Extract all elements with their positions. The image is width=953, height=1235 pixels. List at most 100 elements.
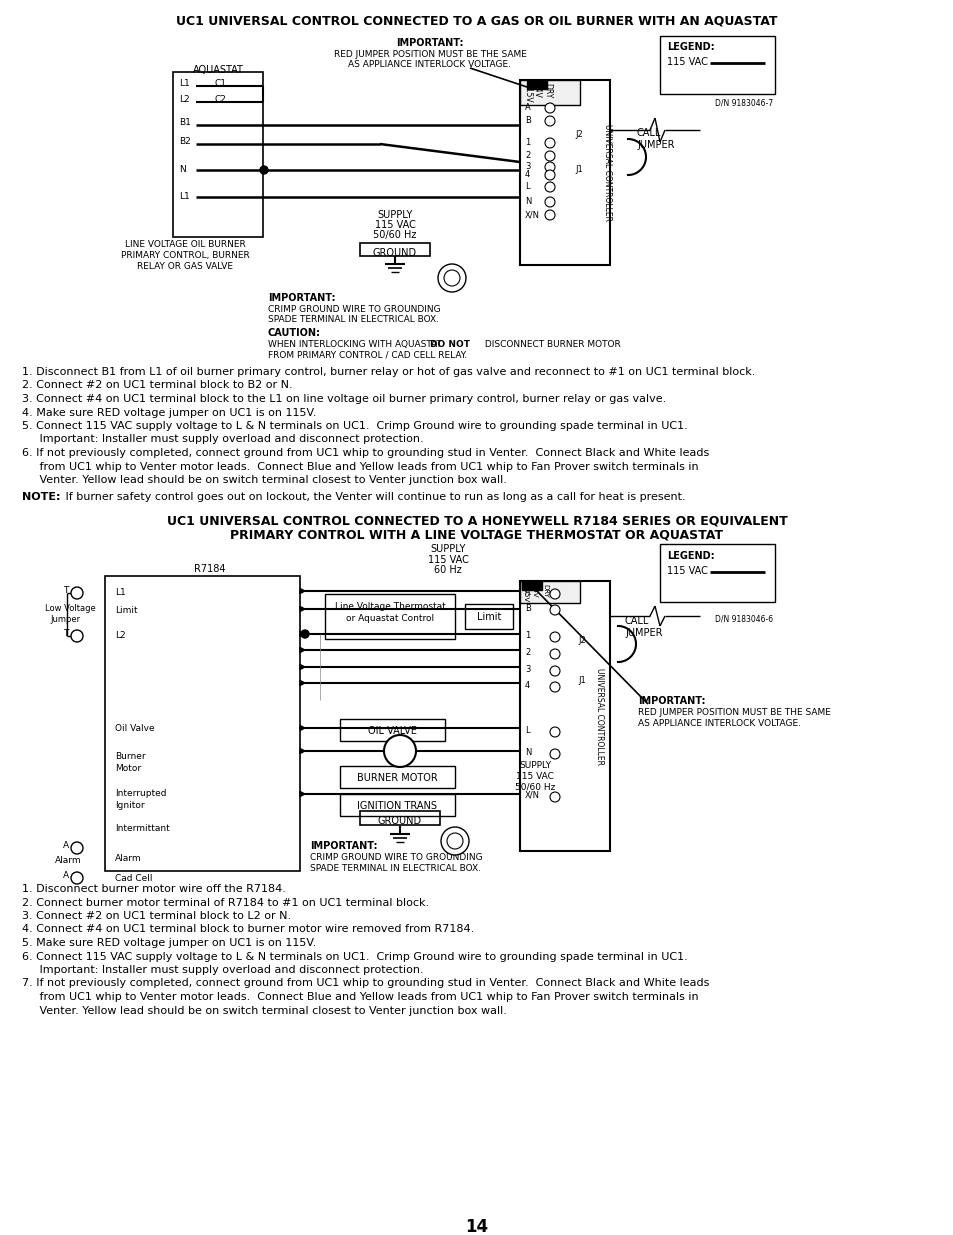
Text: Low Voltage: Low Voltage: [45, 604, 95, 613]
Polygon shape: [299, 647, 305, 652]
Text: 3: 3: [524, 664, 530, 674]
Text: SUPPLY: SUPPLY: [430, 543, 465, 555]
Text: 2: 2: [524, 151, 530, 161]
Text: OIL VALVE: OIL VALVE: [367, 726, 416, 736]
Text: Motor: Motor: [115, 764, 141, 773]
Text: Cad Cell: Cad Cell: [115, 874, 152, 883]
Bar: [659, 543, 774, 601]
Text: LINE VOLTAGE OIL BURNER: LINE VOLTAGE OIL BURNER: [125, 240, 245, 249]
Text: NOTE:: NOTE:: [22, 493, 60, 503]
Text: AS APPLIANCE INTERLOCK VOLTAGE.: AS APPLIANCE INTERLOCK VOLTAGE.: [638, 719, 801, 727]
Circle shape: [443, 270, 459, 287]
Text: Line Voltage Thermostat: Line Voltage Thermostat: [335, 601, 445, 611]
Text: D/N 9183046-7: D/N 9183046-7: [714, 98, 772, 107]
Circle shape: [550, 748, 559, 760]
Text: 115 VAC: 115 VAC: [666, 566, 707, 576]
Text: 1. Disconnect B1 from L1 of oil burner primary control, burner relay or hot of g: 1. Disconnect B1 from L1 of oil burner p…: [22, 367, 755, 377]
Text: CALL: CALL: [637, 128, 660, 138]
Text: Oil Valve: Oil Valve: [115, 724, 154, 734]
Polygon shape: [299, 664, 305, 669]
Circle shape: [544, 116, 555, 126]
Text: L1: L1: [115, 588, 126, 597]
Text: RELAY OR GAS VALVE: RELAY OR GAS VALVE: [137, 262, 233, 270]
Text: 50/60 Hz: 50/60 Hz: [515, 783, 555, 792]
Circle shape: [71, 630, 83, 642]
Bar: [172, 72, 263, 237]
Text: AQUASTAT: AQUASTAT: [193, 65, 243, 75]
Text: JUMPER: JUMPER: [624, 629, 661, 638]
Bar: [325, 594, 455, 638]
Text: 5. Make sure RED voltage jumper on UC1 is on 115V.: 5. Make sure RED voltage jumper on UC1 i…: [22, 939, 315, 948]
Text: CRIMP GROUND WIRE TO GROUNDING: CRIMP GROUND WIRE TO GROUNDING: [310, 853, 482, 862]
Text: A: A: [63, 841, 69, 850]
Text: 1: 1: [524, 631, 530, 640]
Text: GROUND: GROUND: [373, 248, 416, 258]
Polygon shape: [299, 792, 305, 797]
Text: J2: J2: [575, 130, 582, 140]
Text: Jumper: Jumper: [50, 615, 80, 624]
Text: LEGEND:: LEGEND:: [666, 42, 714, 52]
Text: DRY: DRY: [541, 584, 547, 598]
Text: 5. Connect 115 VAC supply voltage to L & N terminals on UC1.  Crimp Ground wire : 5. Connect 115 VAC supply voltage to L &…: [22, 421, 687, 431]
Circle shape: [301, 630, 309, 638]
Polygon shape: [299, 589, 305, 594]
Circle shape: [544, 151, 555, 161]
Text: GROUND: GROUND: [377, 816, 421, 826]
Text: L1: L1: [179, 79, 190, 88]
Polygon shape: [299, 748, 305, 753]
Text: B: B: [524, 116, 530, 125]
Bar: [359, 811, 439, 825]
Circle shape: [447, 832, 462, 848]
Text: 4. Connect #4 on UC1 terminal block to burner motor wire removed from R7184.: 4. Connect #4 on UC1 terminal block to b…: [22, 925, 474, 935]
Text: Burner: Burner: [115, 752, 146, 761]
Circle shape: [260, 165, 268, 174]
Circle shape: [544, 210, 555, 220]
Text: 60 Hz: 60 Hz: [434, 564, 461, 576]
Text: 2. Connect #2 on UC1 terminal block to B2 or N.: 2. Connect #2 on UC1 terminal block to B…: [22, 380, 293, 390]
Text: Important: Installer must supply overload and disconnect protection.: Important: Installer must supply overloa…: [22, 965, 423, 974]
Text: Venter. Yellow lead should be on switch terminal closest to Venter junction box : Venter. Yellow lead should be on switch …: [22, 475, 506, 485]
Text: UC1 UNIVERSAL CONTROL CONNECTED TO A GAS OR OIL BURNER WITH AN AQUASTAT: UC1 UNIVERSAL CONTROL CONNECTED TO A GAS…: [176, 15, 777, 28]
Polygon shape: [299, 631, 305, 636]
Text: 2: 2: [524, 648, 530, 657]
Text: If burner safety control goes out on lockout, the Venter will continue to run as: If burner safety control goes out on loc…: [62, 493, 685, 503]
Circle shape: [544, 103, 555, 112]
Text: RED JUMPER POSITION MUST BE THE SAME: RED JUMPER POSITION MUST BE THE SAME: [334, 49, 526, 59]
Text: 115 VAC: 115 VAC: [666, 57, 707, 67]
Text: L: L: [524, 182, 529, 191]
Circle shape: [384, 735, 416, 767]
Text: B1: B1: [179, 119, 191, 127]
Text: Limit: Limit: [476, 613, 500, 622]
Text: Venter. Yellow lead should be on switch terminal closest to Venter junction box : Venter. Yellow lead should be on switch …: [22, 1005, 506, 1015]
Text: CALL: CALL: [624, 616, 649, 626]
Text: 115V: 115V: [521, 584, 527, 603]
Text: L1: L1: [179, 191, 190, 201]
Text: B2: B2: [179, 137, 191, 146]
Text: 7. If not previously completed, connect ground from UC1 whip to grounding stud i: 7. If not previously completed, connect …: [22, 978, 709, 988]
Text: Intermittant: Intermittant: [115, 824, 170, 832]
Text: Important: Installer must supply overload and disconnect protection.: Important: Installer must supply overloa…: [22, 435, 423, 445]
Text: BURNER MOTOR: BURNER MOTOR: [356, 773, 436, 783]
Bar: [519, 80, 609, 266]
Text: R7184: R7184: [194, 564, 226, 574]
Text: 1. Disconnect burner motor wire off the R7184.: 1. Disconnect burner motor wire off the …: [22, 884, 286, 894]
Text: N: N: [179, 165, 186, 174]
Text: IMPORTANT:: IMPORTANT:: [395, 38, 463, 48]
Text: Limit: Limit: [115, 606, 137, 615]
Text: L2: L2: [179, 95, 190, 104]
Text: LEGEND:: LEGEND:: [666, 551, 714, 561]
Circle shape: [544, 162, 555, 172]
Text: SUPPLY: SUPPLY: [377, 210, 413, 220]
Text: 3: 3: [524, 162, 530, 170]
Bar: [339, 719, 444, 741]
Circle shape: [544, 198, 555, 207]
Text: Ignitor: Ignitor: [115, 802, 145, 810]
Text: N: N: [524, 198, 531, 206]
Circle shape: [544, 138, 555, 148]
Text: 6. If not previously completed, connect ground from UC1 whip to grounding stud i: 6. If not previously completed, connect …: [22, 448, 708, 458]
Text: 115 VAC: 115 VAC: [427, 555, 468, 564]
Text: DO NOT: DO NOT: [430, 340, 470, 350]
Text: IMPORTANT:: IMPORTANT:: [268, 293, 335, 303]
Circle shape: [550, 589, 559, 599]
Text: 1: 1: [524, 138, 530, 147]
